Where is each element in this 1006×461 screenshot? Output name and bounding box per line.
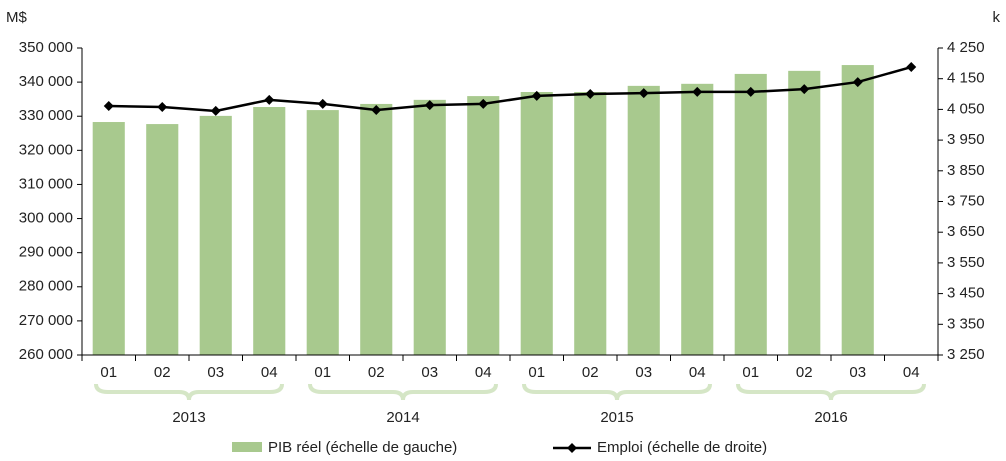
group-label: 2014 — [386, 409, 419, 426]
group-brace — [94, 383, 284, 401]
bar — [92, 122, 125, 355]
bar — [681, 83, 714, 356]
x-tick-label: 01 — [100, 364, 117, 381]
y2-tick-label: 3 650 — [947, 223, 985, 240]
bar — [788, 70, 821, 356]
bar — [360, 103, 393, 355]
x-tick-label: 04 — [689, 364, 706, 381]
y2-tick-label: 4 150 — [947, 70, 985, 87]
x-tick-label: 03 — [207, 364, 224, 381]
legend-label: PIB réel (échelle de gauche) — [268, 439, 457, 456]
y-tick-label: 270 000 — [19, 312, 73, 329]
y2-tick-label: 3 350 — [947, 315, 985, 332]
line-marker — [103, 101, 114, 112]
y-unit: M$ — [6, 9, 27, 26]
line-marker — [585, 89, 596, 100]
x-tick-label: 04 — [903, 364, 920, 381]
line-marker — [210, 105, 221, 116]
line-marker — [906, 62, 917, 73]
group-brace — [736, 383, 926, 401]
line-marker — [745, 86, 756, 97]
line-marker — [692, 86, 703, 97]
bar — [253, 107, 286, 355]
group-brace — [308, 383, 498, 401]
bar — [574, 92, 607, 356]
y2-tick-label: 4 250 — [947, 39, 985, 56]
bar — [199, 115, 232, 356]
y2-tick-label: 3 950 — [947, 131, 985, 148]
x-tick-label: 01 — [742, 364, 759, 381]
x-tick-label: 02 — [368, 364, 385, 381]
bar — [413, 99, 446, 355]
bar — [467, 96, 500, 355]
line-marker — [371, 105, 382, 116]
legend-marker — [567, 443, 577, 453]
x-tick-label: 02 — [796, 364, 813, 381]
y-tick-label: 300 000 — [19, 210, 73, 227]
legend-label: Emploi (échelle de droite) — [597, 439, 767, 456]
y2-tick-label: 3 750 — [947, 192, 985, 209]
x-tick-label: 01 — [314, 364, 331, 381]
line-marker — [531, 90, 542, 101]
line-marker — [264, 94, 275, 105]
y2-unit: k — [993, 9, 1001, 26]
y-tick-label: 330 000 — [19, 107, 73, 124]
y-tick-label: 260 000 — [19, 346, 73, 363]
x-tick-label: 03 — [849, 364, 866, 381]
x-tick-label: 03 — [421, 364, 438, 381]
bar — [627, 85, 660, 355]
legend-swatch — [232, 442, 262, 452]
line — [108, 65, 912, 113]
x-tick-label: 02 — [154, 364, 171, 381]
line-marker — [799, 84, 810, 95]
bar — [306, 110, 339, 356]
bar — [841, 65, 874, 356]
group-label: 2013 — [172, 409, 205, 426]
y-tick-label: 320 000 — [19, 141, 73, 158]
y-tick-label: 310 000 — [19, 175, 73, 192]
x-tick-label: 04 — [475, 364, 492, 381]
x-tick-label: 02 — [582, 364, 599, 381]
bar — [146, 124, 179, 355]
y-tick-label: 280 000 — [19, 278, 73, 295]
line-marker — [638, 88, 649, 99]
line-marker — [157, 101, 168, 112]
group-label: 2015 — [600, 409, 633, 426]
x-tick-label: 01 — [528, 364, 545, 381]
y2-tick-label: 3 850 — [947, 162, 985, 179]
y-tick-label: 340 000 — [19, 73, 73, 90]
y2-tick-label: 3 450 — [947, 285, 985, 302]
y-tick-label: 290 000 — [19, 244, 73, 261]
y2-tick-label: 3 550 — [947, 254, 985, 271]
group-brace — [522, 383, 712, 401]
line-marker — [424, 100, 435, 111]
line-marker — [478, 98, 489, 109]
y2-tick-label: 3 250 — [947, 346, 985, 363]
line-marker — [317, 98, 328, 109]
x-tick-label: 04 — [261, 364, 278, 381]
group-label: 2016 — [814, 409, 847, 426]
line-marker — [852, 77, 863, 88]
x-tick-label: 03 — [635, 364, 652, 381]
y2-tick-label: 4 050 — [947, 100, 985, 117]
bar — [520, 92, 553, 356]
y-tick-label: 350 000 — [19, 39, 73, 56]
bar — [734, 73, 767, 356]
